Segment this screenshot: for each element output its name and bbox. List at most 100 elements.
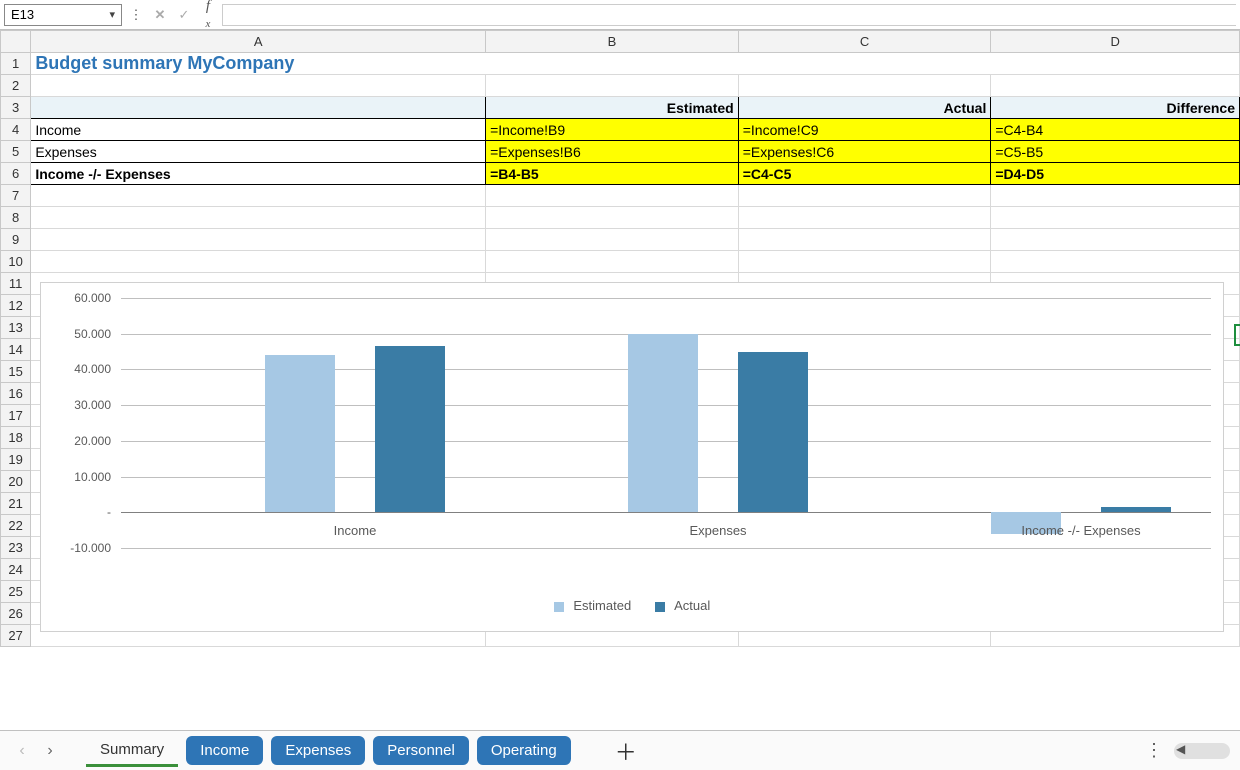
row-header[interactable]: 3	[1, 97, 31, 119]
cell[interactable]	[991, 53, 1240, 75]
tab-operating[interactable]: Operating	[477, 736, 571, 765]
row-header[interactable]: 15	[1, 361, 31, 383]
cell[interactable]	[738, 251, 991, 273]
bar[interactable]	[738, 352, 808, 513]
row-header[interactable]: 20	[1, 471, 31, 493]
cell[interactable]: Income	[31, 119, 486, 141]
row-header[interactable]: 7	[1, 185, 31, 207]
tab-nav-prev[interactable]: ‹	[10, 739, 34, 763]
cell[interactable]	[31, 229, 486, 251]
row-header[interactable]: 1	[1, 53, 31, 75]
bar[interactable]	[1101, 507, 1171, 512]
chart[interactable]: 60.00050.00040.00030.00020.00010.000--10…	[40, 282, 1224, 632]
row-header[interactable]: 26	[1, 603, 31, 625]
worksheet[interactable]: ABCD1Budget summary MyCompany23Estimated…	[0, 30, 1240, 730]
fx-icon[interactable]: fx	[200, 0, 216, 32]
row-header[interactable]: 25	[1, 581, 31, 603]
row-header[interactable]: 13	[1, 317, 31, 339]
legend-label: Actual	[674, 598, 710, 613]
bar[interactable]	[375, 346, 445, 512]
column-header-b[interactable]: B	[486, 31, 739, 53]
cell[interactable]	[486, 229, 739, 251]
cell[interactable]	[31, 97, 486, 119]
cell[interactable]: Difference	[991, 97, 1240, 119]
accept-icon[interactable]: ✓	[176, 7, 192, 23]
cell[interactable]	[486, 75, 739, 97]
cell[interactable]	[991, 207, 1240, 229]
y-axis-label: 20.000	[41, 434, 111, 448]
cell[interactable]	[31, 207, 486, 229]
column-header-d[interactable]: D	[991, 31, 1240, 53]
column-header-a[interactable]: A	[31, 31, 486, 53]
row-header[interactable]: 10	[1, 251, 31, 273]
add-sheet-button[interactable]: ＋	[615, 735, 637, 767]
row-header[interactable]: 4	[1, 119, 31, 141]
row-header[interactable]: 18	[1, 427, 31, 449]
chevron-down-icon[interactable]: ▾	[109, 8, 115, 21]
kebab-icon[interactable]: ⋮	[1145, 740, 1162, 761]
cell[interactable]	[31, 185, 486, 207]
horizontal-scrollbar[interactable]	[1174, 743, 1230, 759]
tab-summary[interactable]: Summary	[86, 735, 178, 767]
row-header[interactable]: 22	[1, 515, 31, 537]
row-header[interactable]: 2	[1, 75, 31, 97]
cell[interactable]: Actual	[738, 97, 991, 119]
cell[interactable]	[738, 75, 991, 97]
cell[interactable]: =B4-B5	[486, 163, 739, 185]
cell[interactable]	[486, 207, 739, 229]
y-axis-label: -	[41, 505, 111, 519]
row-header[interactable]: 23	[1, 537, 31, 559]
cell[interactable]	[738, 207, 991, 229]
cell[interactable]	[486, 185, 739, 207]
row-header[interactable]: 27	[1, 625, 31, 647]
cell[interactable]: =Expenses!B6	[486, 141, 739, 163]
tab-expenses[interactable]: Expenses	[271, 736, 365, 765]
cell[interactable]	[991, 229, 1240, 251]
cancel-icon[interactable]: ✕	[152, 7, 168, 23]
cell[interactable]: Income -/- Expenses	[31, 163, 486, 185]
row-header[interactable]: 14	[1, 339, 31, 361]
cell[interactable]: =Income!B9	[486, 119, 739, 141]
row-header[interactable]: 8	[1, 207, 31, 229]
y-axis-label: 10.000	[41, 470, 111, 484]
cell[interactable]: =Expenses!C6	[738, 141, 991, 163]
cell[interactable]	[31, 75, 486, 97]
cell[interactable]	[486, 53, 739, 75]
select-all-corner[interactable]	[1, 31, 31, 53]
row-header[interactable]: 9	[1, 229, 31, 251]
tab-personnel[interactable]: Personnel	[373, 736, 469, 765]
cell[interactable]: =C5-B5	[991, 141, 1240, 163]
name-box[interactable]: E13 ▾	[4, 4, 122, 26]
cell[interactable]	[991, 251, 1240, 273]
row-header[interactable]: 6	[1, 163, 31, 185]
row-header[interactable]: 12	[1, 295, 31, 317]
row-header[interactable]: 17	[1, 405, 31, 427]
cell[interactable]: =C4-B4	[991, 119, 1240, 141]
kebab-icon[interactable]: ⋮	[128, 7, 144, 23]
cell[interactable]	[31, 251, 486, 273]
cell[interactable]	[486, 251, 739, 273]
tab-income[interactable]: Income	[186, 736, 263, 765]
cell[interactable]	[738, 53, 991, 75]
row-header[interactable]: 11	[1, 273, 31, 295]
row-header[interactable]: 21	[1, 493, 31, 515]
row-header[interactable]: 16	[1, 383, 31, 405]
cell[interactable]: Estimated	[486, 97, 739, 119]
cell[interactable]	[991, 185, 1240, 207]
cell[interactable]: Expenses	[31, 141, 486, 163]
cell[interactable]: Budget summary MyCompany	[31, 53, 486, 75]
cell[interactable]	[991, 75, 1240, 97]
row-header[interactable]: 19	[1, 449, 31, 471]
column-header-c[interactable]: C	[738, 31, 991, 53]
cell[interactable]	[738, 229, 991, 251]
cell[interactable]: =Income!C9	[738, 119, 991, 141]
bar[interactable]	[265, 355, 335, 512]
tab-nav-next[interactable]: ›	[38, 739, 62, 763]
cell[interactable]: =D4-D5	[991, 163, 1240, 185]
cell[interactable]	[738, 185, 991, 207]
formula-input[interactable]	[222, 4, 1236, 26]
row-header[interactable]: 5	[1, 141, 31, 163]
cell[interactable]: =C4-C5	[738, 163, 991, 185]
row-header[interactable]: 24	[1, 559, 31, 581]
bar[interactable]	[628, 334, 698, 513]
